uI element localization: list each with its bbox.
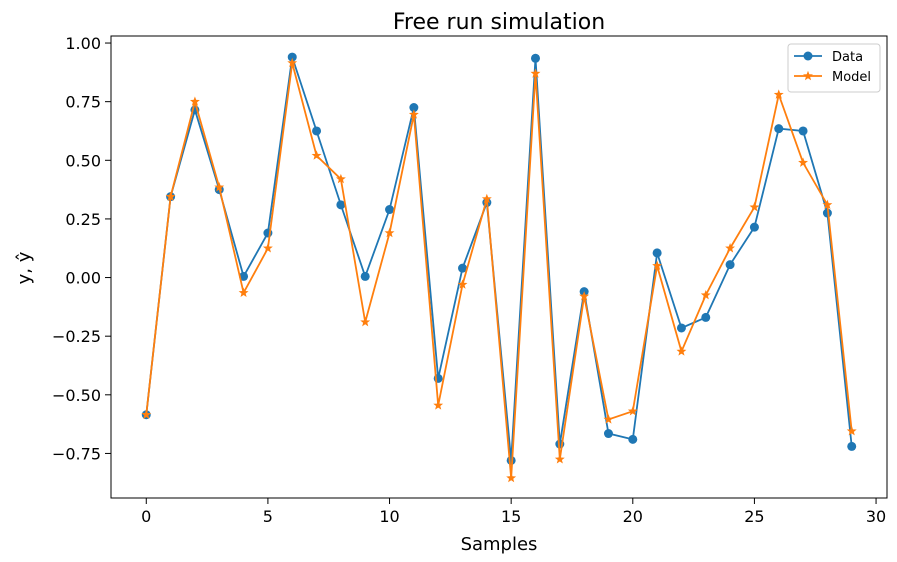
legend-marker: [803, 70, 813, 81]
data-point: [530, 53, 540, 63]
x-tick-label: 20: [623, 507, 643, 526]
y-tick-label: −0.25: [52, 327, 101, 346]
legend-label: Model: [832, 70, 871, 85]
data-point: [676, 323, 686, 333]
data-point: [458, 263, 468, 273]
plot-area: 0 5 10 15 20 25 30 −0.75 −0.50 −0.25 0.00 0.25 0.50 0…: [52, 34, 888, 526]
model-point: [335, 173, 346, 184]
series-data: [141, 52, 857, 465]
model-point: [408, 109, 419, 119]
model-point: [433, 400, 444, 410]
model-point: [725, 243, 736, 253]
y-tick-label: 0.50: [65, 151, 101, 170]
series-line-data: [145, 56, 853, 461]
y-tick-label: 1.00: [65, 34, 101, 53]
data-point: [749, 222, 759, 232]
model-point: [846, 425, 857, 436]
legend-entry-data: Data: [794, 50, 863, 65]
model-point: [214, 182, 225, 192]
model-point: [773, 89, 784, 99]
model-point: [530, 68, 541, 78]
series-line-model: [145, 62, 853, 479]
legend-entry-model: Model: [794, 70, 871, 85]
model-point: [457, 279, 468, 289]
data-point: [312, 126, 322, 136]
y-tick-label: 0.00: [65, 269, 101, 288]
model-point: [262, 243, 273, 253]
model-point: [311, 150, 322, 160]
model-point: [676, 346, 687, 356]
data-point: [774, 124, 784, 134]
model-point: [822, 199, 833, 210]
x-tick-label: 10: [379, 507, 399, 526]
model-point: [603, 414, 614, 424]
model-point: [141, 409, 152, 419]
x-tick-label: 5: [263, 507, 273, 526]
data-point: [409, 103, 419, 113]
model-point: [238, 287, 249, 297]
model-point: [798, 157, 809, 167]
model-point: [287, 57, 298, 68]
data-point: [628, 434, 638, 444]
y-tick-label: 0.25: [65, 210, 101, 229]
model-point: [700, 289, 711, 300]
y-tick-label: −0.75: [52, 444, 101, 463]
model-point: [189, 96, 200, 106]
data-point: [725, 260, 735, 270]
data-point: [652, 248, 662, 258]
data-point: [701, 312, 711, 322]
data-point: [385, 205, 395, 215]
data-point: [287, 52, 297, 62]
model-point: [481, 193, 492, 204]
legend-marker: [803, 51, 813, 61]
legend-label: Data: [832, 50, 863, 65]
model-point: [554, 454, 565, 464]
x-tick-label: 30: [866, 507, 886, 526]
y-tick-label: −0.50: [52, 386, 101, 405]
model-point: [652, 260, 663, 271]
x-tick-label: 15: [501, 507, 521, 526]
legend: Data Model: [787, 43, 881, 93]
data-point: [336, 200, 346, 210]
model-point: [506, 472, 517, 483]
series-model: [141, 57, 857, 483]
plot-frame: [110, 35, 888, 499]
data-point: [847, 441, 857, 451]
chart-title: Free run simulation: [393, 10, 605, 35]
data-point: [239, 271, 249, 281]
model-point: [627, 406, 638, 416]
data-point: [360, 271, 370, 281]
model-point: [749, 202, 760, 212]
model-point: [579, 291, 590, 301]
model-point: [384, 227, 395, 238]
data-point: [603, 429, 613, 439]
model-point: [165, 191, 176, 201]
model-point: [360, 316, 371, 327]
x-tick-label: 0: [141, 507, 151, 526]
x-axis-label: Samples: [461, 534, 538, 555]
data-point: [798, 126, 808, 136]
y-tick-label: 0.75: [65, 93, 101, 112]
x-tick-label: 25: [744, 507, 764, 526]
y-axis-label: y, ŷ: [14, 251, 35, 284]
